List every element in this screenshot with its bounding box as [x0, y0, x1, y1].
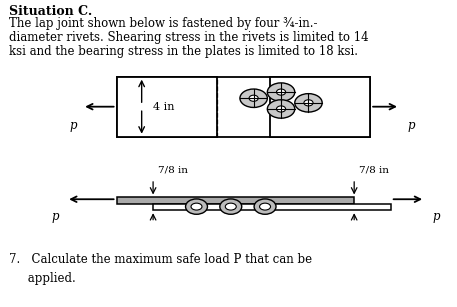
Circle shape: [304, 100, 313, 106]
Text: p: p: [408, 119, 415, 132]
Bar: [153, 204, 391, 210]
Circle shape: [267, 100, 295, 118]
Circle shape: [240, 89, 267, 107]
Bar: [117, 77, 217, 137]
Ellipse shape: [225, 203, 236, 210]
Text: applied.: applied.: [9, 272, 76, 285]
Circle shape: [295, 94, 322, 112]
Circle shape: [267, 83, 295, 101]
Circle shape: [276, 106, 286, 112]
Ellipse shape: [220, 199, 242, 214]
Text: Situation C.: Situation C.: [9, 5, 92, 17]
Ellipse shape: [260, 203, 271, 210]
Text: p: p: [51, 210, 58, 223]
Text: 7.   Calculate the maximum safe load P that can be: 7. Calculate the maximum safe load P tha…: [9, 253, 312, 266]
Bar: [117, 197, 354, 204]
Ellipse shape: [186, 199, 207, 214]
Text: ksi and the bearing stress in the plates is limited to 18 ksi.: ksi and the bearing stress in the plates…: [9, 45, 358, 57]
Ellipse shape: [191, 203, 202, 210]
Text: 7/8 in: 7/8 in: [158, 165, 188, 174]
Text: The lap joint shown below is fastened by four ¾-in.-: The lap joint shown below is fastened by…: [9, 17, 318, 30]
Text: diameter rivets. Shearing stress in the rivets is limited to 14: diameter rivets. Shearing stress in the …: [9, 31, 369, 44]
Circle shape: [249, 95, 258, 101]
Bar: [117, 77, 370, 137]
Circle shape: [276, 89, 286, 95]
Ellipse shape: [254, 199, 276, 214]
Text: p: p: [69, 119, 77, 132]
Bar: [270, 77, 370, 137]
Text: p: p: [433, 210, 440, 223]
Text: 7/8 in: 7/8 in: [359, 165, 389, 174]
Text: 4 in: 4 in: [153, 102, 175, 112]
